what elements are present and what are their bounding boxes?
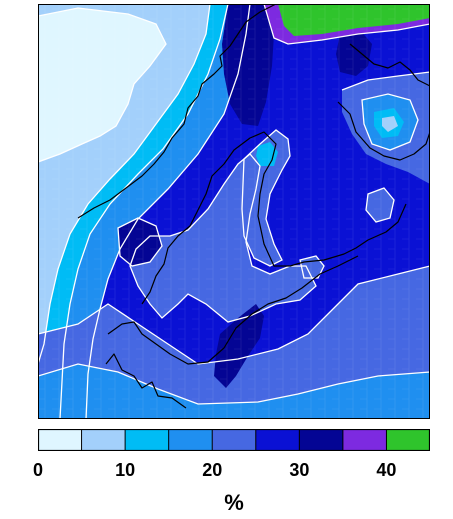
colorbar-tick-label: 40 — [376, 460, 397, 480]
colorbar-cell-3 — [168, 429, 213, 451]
colorbar-cells — [38, 429, 430, 451]
colorbar-cell-0 — [38, 429, 83, 451]
map-border — [38, 4, 430, 419]
colorbar-cell-6 — [299, 429, 344, 451]
colorbar-cell-5 — [255, 429, 300, 451]
unit-label: % — [224, 490, 244, 515]
coastline-denmark — [105, 353, 187, 409]
colorbar-cell-4 — [212, 429, 257, 451]
colorbar-cell-8 — [386, 429, 430, 451]
colorbar-cell-7 — [342, 429, 387, 451]
coastline-sweden-finland — [141, 131, 407, 305]
coastline-baltic-south — [107, 255, 359, 365]
contour-map — [38, 4, 430, 419]
colorbar-cell-2 — [125, 429, 170, 451]
colorbar-tick-label: 10 — [115, 460, 136, 480]
colorbar-cell-1 — [81, 429, 126, 451]
coastlines — [77, 4, 430, 409]
colorbar-tick-label: 30 — [289, 460, 310, 480]
colorbar-border — [38, 429, 430, 451]
colorbar — [38, 429, 430, 451]
coastline-ne-coast — [349, 43, 430, 87]
grid-texture — [38, 4, 430, 419]
colorbar-tick-label: 0 — [32, 460, 44, 480]
coastline-kola — [337, 101, 430, 161]
coastline-norway — [77, 4, 277, 219]
colorbar-tick-label: 20 — [202, 460, 223, 480]
